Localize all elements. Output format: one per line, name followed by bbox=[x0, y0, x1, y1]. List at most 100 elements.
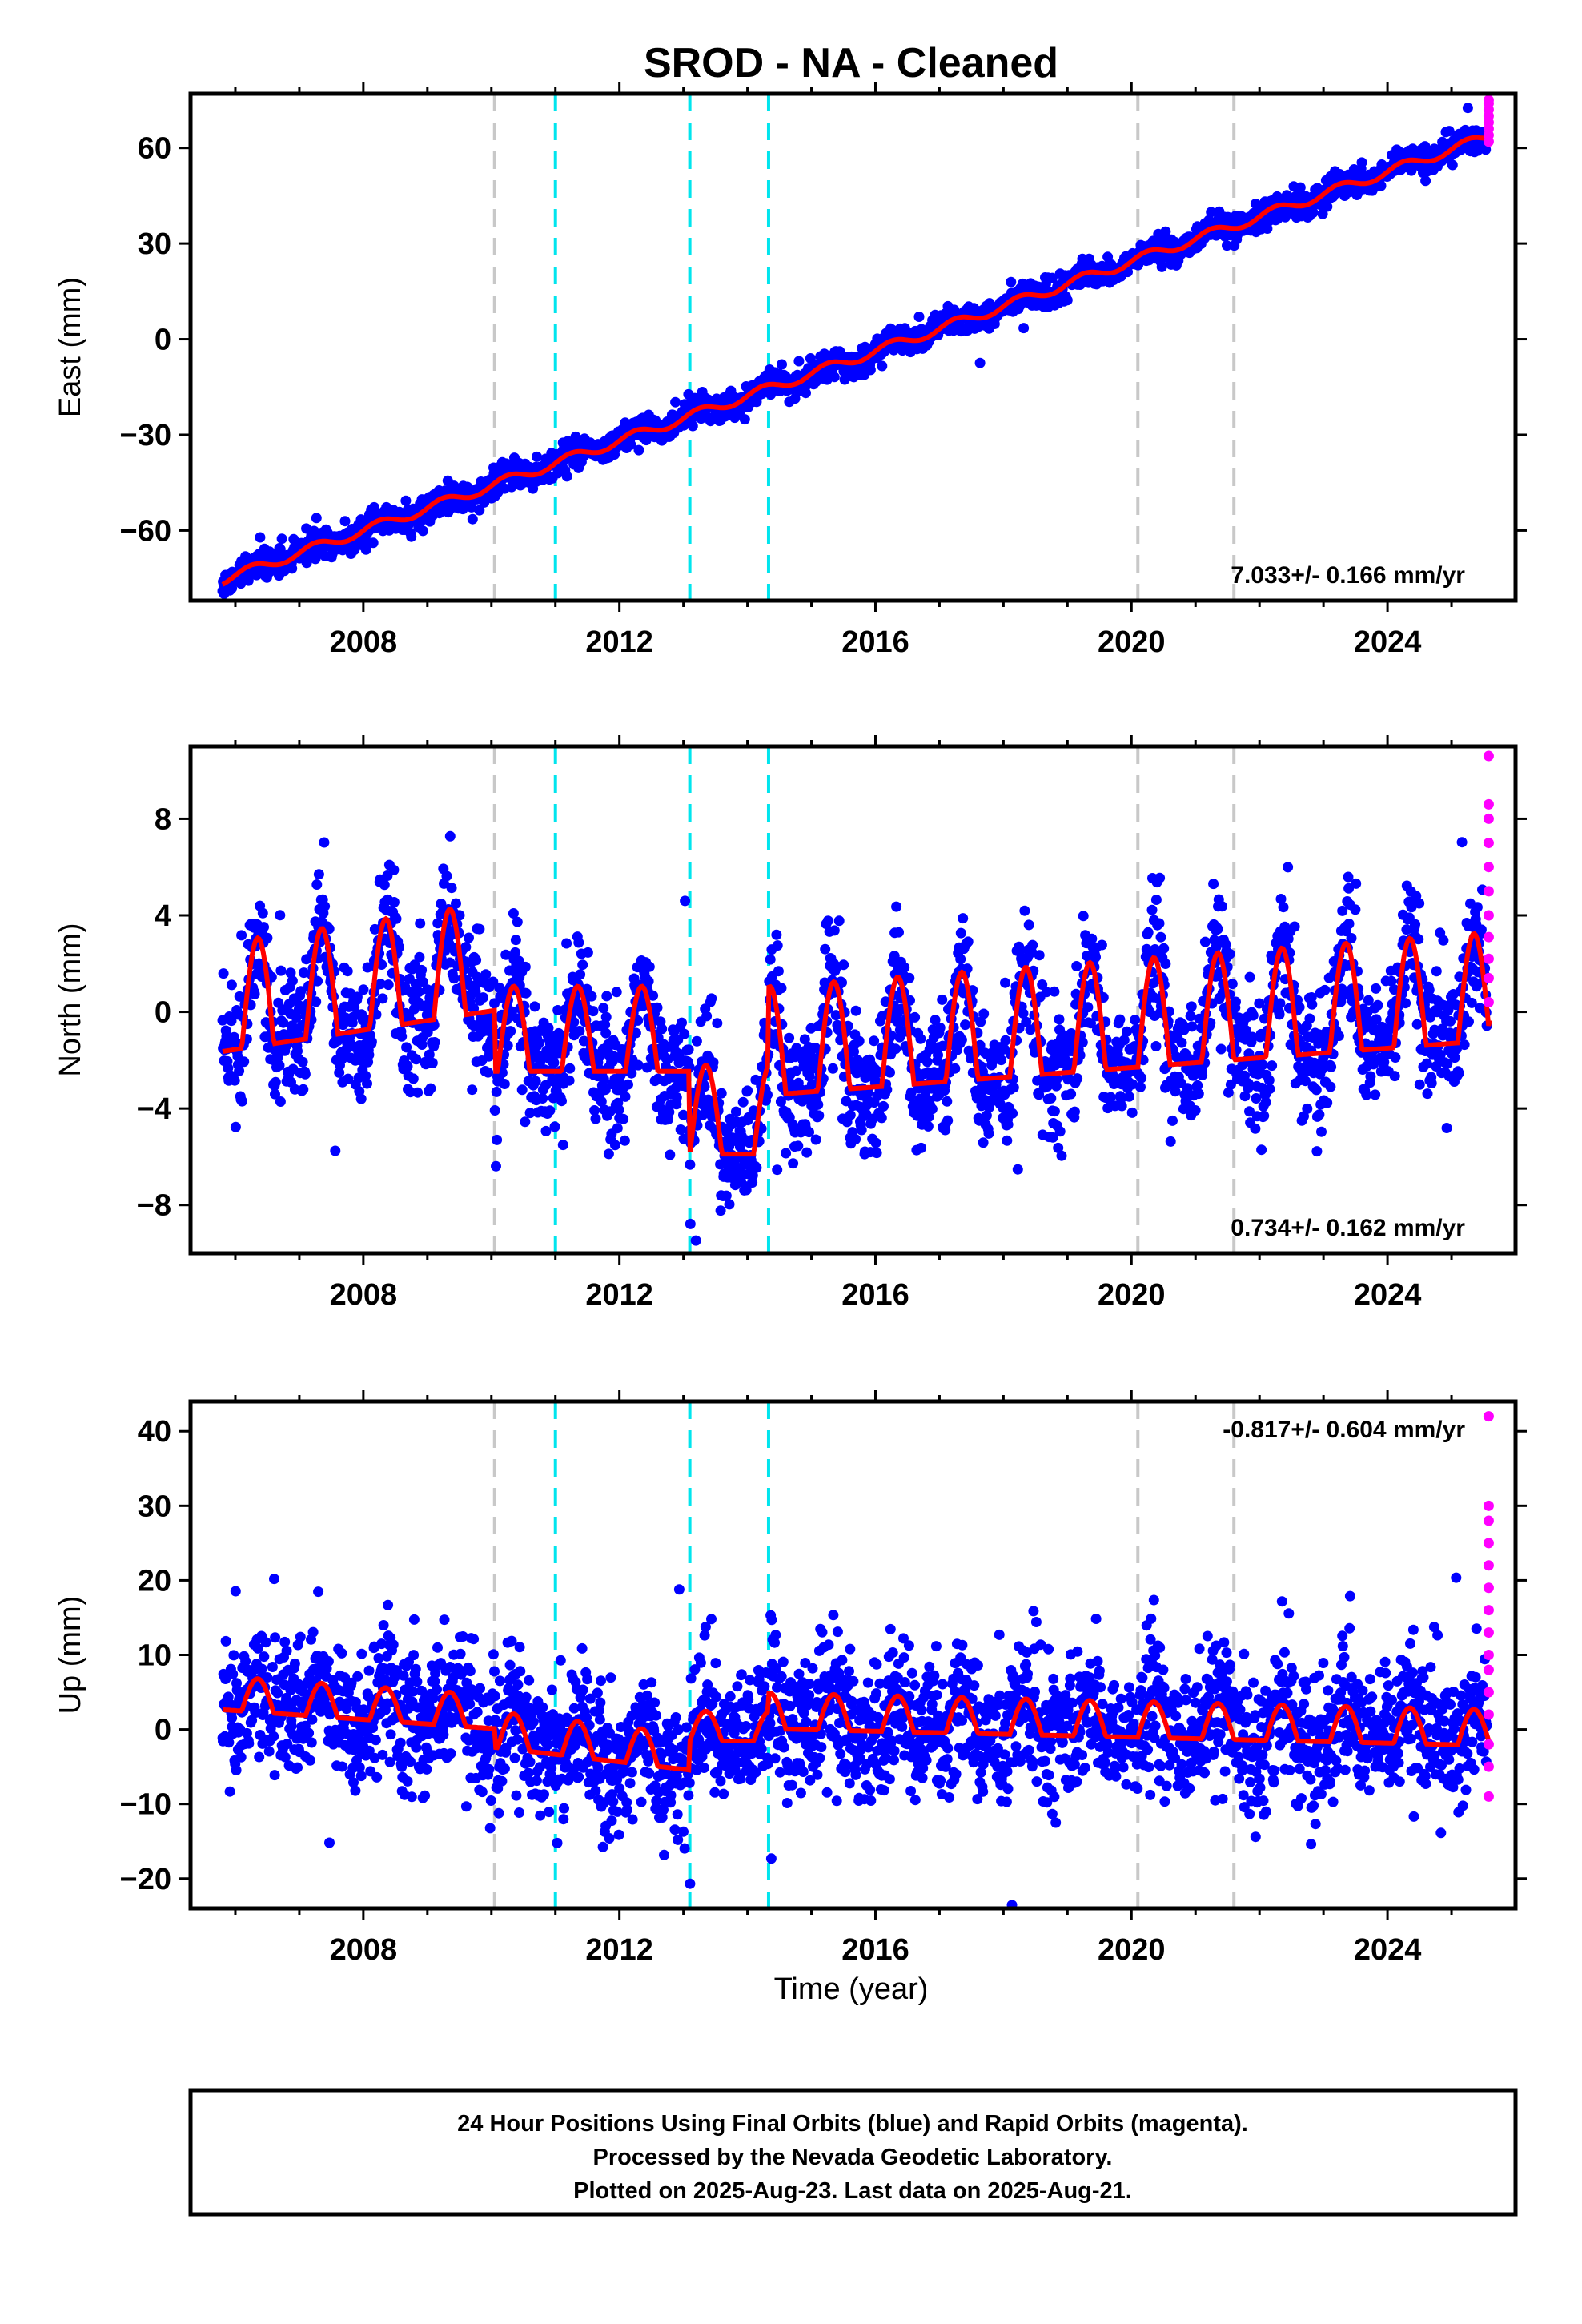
data-point bbox=[414, 951, 425, 963]
data-point bbox=[1142, 927, 1154, 938]
data-point bbox=[274, 1059, 285, 1071]
data-point bbox=[1199, 936, 1211, 947]
data-point bbox=[701, 1011, 713, 1022]
data-point bbox=[1256, 1144, 1267, 1156]
data-point bbox=[865, 364, 876, 376]
data-point bbox=[950, 1063, 961, 1074]
data-point bbox=[612, 1123, 623, 1134]
data-point bbox=[367, 537, 379, 549]
data-point bbox=[1146, 904, 1158, 915]
data-point bbox=[956, 1035, 967, 1045]
data-point bbox=[391, 913, 402, 924]
data-point bbox=[402, 1061, 413, 1072]
data-point bbox=[520, 961, 531, 972]
data-point bbox=[561, 471, 572, 482]
data-point bbox=[909, 1011, 921, 1023]
y-tick-label: −30 bbox=[120, 419, 171, 452]
data-point bbox=[311, 513, 322, 524]
data-point bbox=[478, 992, 488, 1003]
data-point bbox=[516, 1084, 528, 1096]
data-point bbox=[827, 1063, 838, 1074]
data-point bbox=[829, 925, 840, 936]
data-point bbox=[491, 1160, 501, 1172]
data-point bbox=[1278, 902, 1289, 913]
data-point bbox=[724, 1199, 735, 1210]
data-point bbox=[899, 962, 910, 973]
data-point bbox=[1447, 159, 1458, 171]
data-point bbox=[275, 1096, 286, 1107]
data-point bbox=[926, 1104, 938, 1115]
data-point bbox=[913, 312, 925, 322]
data-point bbox=[460, 942, 472, 953]
data-point bbox=[467, 1084, 478, 1096]
data-point bbox=[530, 1076, 541, 1087]
data-point bbox=[652, 1002, 663, 1013]
data-point bbox=[570, 431, 581, 442]
data-point bbox=[969, 1265, 979, 1275]
data-point bbox=[1002, 1119, 1014, 1130]
data-point bbox=[1046, 272, 1058, 283]
data-point bbox=[377, 993, 388, 1004]
data-point bbox=[1078, 911, 1089, 922]
data-point bbox=[358, 984, 369, 995]
data-point bbox=[549, 1121, 560, 1132]
data-point bbox=[974, 357, 986, 368]
data-point bbox=[1034, 950, 1045, 961]
data-point bbox=[1222, 240, 1232, 251]
data-point bbox=[275, 910, 286, 921]
data-point bbox=[1190, 1105, 1201, 1116]
data-point bbox=[1333, 1031, 1344, 1042]
data-point bbox=[230, 1121, 241, 1132]
data-point bbox=[751, 1162, 762, 1173]
data-point bbox=[1193, 1088, 1204, 1100]
data-point bbox=[833, 915, 845, 927]
data-point bbox=[548, 1057, 560, 1068]
data-point bbox=[716, 1088, 727, 1099]
data-point bbox=[1260, 1096, 1271, 1108]
data-point bbox=[1156, 261, 1167, 272]
data-point bbox=[408, 1073, 419, 1084]
data-point bbox=[1114, 1014, 1126, 1025]
y-axis-label: East (mm) bbox=[54, 277, 87, 417]
data-point bbox=[1046, 1092, 1057, 1104]
data-point bbox=[1231, 996, 1241, 1007]
data-point bbox=[532, 451, 542, 462]
data-point bbox=[687, 420, 698, 432]
data-point bbox=[480, 969, 492, 980]
data-point bbox=[1259, 1110, 1270, 1121]
data-point bbox=[962, 936, 974, 947]
data-point bbox=[685, 1218, 696, 1229]
data-point bbox=[441, 870, 452, 882]
data-point bbox=[781, 1148, 792, 1159]
data-point bbox=[1244, 971, 1255, 983]
data-point bbox=[1274, 1009, 1285, 1020]
data-point bbox=[1019, 905, 1030, 916]
data-point bbox=[869, 1035, 880, 1047]
data-point bbox=[871, 1148, 882, 1159]
data-point bbox=[1375, 180, 1387, 191]
data-point bbox=[1136, 1072, 1147, 1084]
data-point bbox=[1289, 921, 1300, 932]
data-point bbox=[1257, 1059, 1268, 1071]
data-point bbox=[564, 1075, 575, 1086]
data-point bbox=[1267, 1060, 1278, 1072]
data-point bbox=[1176, 1037, 1187, 1048]
data-point bbox=[1264, 1084, 1275, 1095]
data-point bbox=[890, 1043, 901, 1055]
data-point bbox=[1082, 1002, 1094, 1013]
data-point bbox=[598, 1003, 609, 1014]
data-point bbox=[876, 1112, 887, 1124]
data-point bbox=[355, 1093, 367, 1104]
x-tick-label: 2016 bbox=[841, 625, 909, 659]
data-point bbox=[1027, 939, 1038, 951]
data-point bbox=[474, 505, 485, 516]
data-point bbox=[942, 1096, 953, 1107]
data-point bbox=[1307, 999, 1318, 1010]
data-point bbox=[297, 1056, 308, 1068]
data-point bbox=[784, 1032, 795, 1043]
data-point bbox=[1165, 1136, 1176, 1147]
data-point bbox=[577, 959, 588, 971]
data-point bbox=[520, 1116, 531, 1128]
data-point bbox=[765, 954, 776, 965]
